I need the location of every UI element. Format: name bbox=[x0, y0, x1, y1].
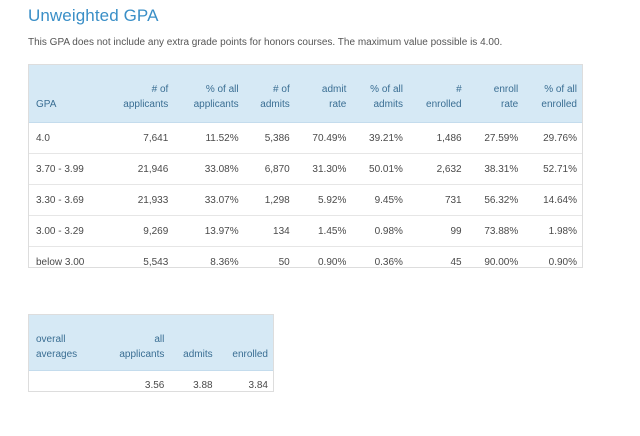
table-cell: 1.45% bbox=[295, 215, 353, 247]
table-cell: 2,632 bbox=[408, 153, 468, 185]
table-cell: 70.49% bbox=[295, 122, 353, 154]
table-cell: 5,386 bbox=[244, 122, 296, 154]
table-cell: 21,946 bbox=[104, 153, 175, 185]
table-cell: 45 bbox=[450, 256, 462, 268]
table-cell: 52.71% bbox=[524, 153, 583, 185]
table-cell: 5,543 bbox=[143, 256, 169, 268]
table-cell: 33.08% bbox=[174, 153, 245, 185]
table-cell: 134 bbox=[244, 215, 296, 247]
header-pct-admits: % of all admits bbox=[352, 64, 409, 123]
table-cell: 1,486 bbox=[408, 122, 468, 154]
table-cell: 39.21% bbox=[352, 122, 409, 154]
table-row: 3.00 - 3.29 9,269 13.97% 134 1.45% 0.98%… bbox=[28, 215, 583, 247]
table-cell: 1.98% bbox=[524, 215, 583, 247]
table-cell: 0.36% bbox=[374, 256, 403, 268]
table-cell: 731 bbox=[408, 184, 468, 216]
table-cell: 13.97% bbox=[174, 215, 245, 247]
table-cell: 1,298 bbox=[244, 184, 296, 216]
table-cell: 50.01% bbox=[352, 153, 409, 185]
header-enrolled: # enrolled bbox=[408, 64, 468, 123]
header-pct-applicants: % of all applicants bbox=[174, 64, 245, 123]
header-admit-rate: admit rate bbox=[295, 64, 353, 123]
header-enrolled: enrolled bbox=[218, 314, 274, 371]
table-cell: 0.90% bbox=[317, 256, 347, 268]
table-cell: 29.76% bbox=[524, 122, 583, 154]
table-cell: 3.88 bbox=[193, 379, 213, 391]
table-cell: 7,641 bbox=[104, 122, 175, 154]
table-cell: 11.52% bbox=[174, 122, 245, 154]
table-cell: 33.07% bbox=[174, 184, 245, 216]
table-cell: 38.31% bbox=[467, 153, 525, 185]
header-admits: admits bbox=[170, 314, 219, 371]
table-cell: 56.32% bbox=[467, 184, 525, 216]
table-cell: 0.98% bbox=[352, 215, 409, 247]
page-title: Unweighted GPA bbox=[28, 6, 159, 25]
table-cell: 0.90% bbox=[548, 256, 577, 268]
table-cell: 5.92% bbox=[295, 184, 353, 216]
gpa-distribution-table: GPA # of applicants % of all applicants # … bbox=[28, 64, 583, 277]
header-enroll-rate: enroll rate bbox=[467, 64, 525, 123]
header-overall-averages: overall averages bbox=[28, 314, 104, 371]
table-cell: 31.30% bbox=[295, 153, 353, 185]
header-pct-enrolled: % of all enrolled bbox=[524, 64, 583, 123]
table-row: 3.56 3.88 3.84 bbox=[28, 371, 274, 400]
table-cell bbox=[28, 371, 104, 400]
table-cell: 9.45% bbox=[352, 184, 409, 216]
table-row: 4.0 7,641 11.52% 5,386 70.49% 39.21% 1,4… bbox=[28, 122, 583, 154]
page-subtitle: This GPA does not include any extra grad… bbox=[28, 37, 503, 48]
table-row: 3.70 - 3.99 21,946 33.08% 6,870 31.30% 5… bbox=[28, 153, 583, 185]
table-header-row: overall averages all applicants admits enr… bbox=[28, 314, 274, 371]
table-cell: 90.00% bbox=[484, 256, 519, 268]
table-cell: below 3.00 bbox=[36, 256, 85, 268]
table-cell: 3.84 bbox=[248, 379, 268, 391]
table-cell: 3.30 - 3.69 bbox=[28, 184, 104, 216]
table-cell: 8.36% bbox=[210, 256, 239, 268]
table-cell: 21,933 bbox=[104, 184, 175, 216]
table-cell: 50 bbox=[278, 256, 290, 268]
table-cell: 6,870 bbox=[244, 153, 296, 185]
header-gpa: GPA bbox=[28, 64, 104, 123]
table-cell: 73.88% bbox=[467, 215, 525, 247]
header-applicants: # of applicants bbox=[104, 64, 175, 123]
table-cell: 99 bbox=[408, 215, 468, 247]
table-row: 3.30 - 3.69 21,933 33.07% 1,298 5.92% 9.… bbox=[28, 184, 583, 216]
table-cell: 3.70 - 3.99 bbox=[28, 153, 104, 185]
overall-averages-table: overall averages all applicants admits enr… bbox=[28, 314, 274, 399]
table-header-row: GPA # of applicants % of all applicants # … bbox=[28, 64, 583, 123]
table-cell: 3.00 - 3.29 bbox=[28, 215, 104, 247]
table-cell: 14.64% bbox=[524, 184, 583, 216]
header-all-applicants: all applicants bbox=[104, 314, 171, 371]
header-admits: # of admits bbox=[244, 64, 296, 123]
table-cell: 3.56 bbox=[144, 379, 165, 391]
table-cell: 4.0 bbox=[28, 122, 104, 154]
table-cell: 27.59% bbox=[467, 122, 525, 154]
table-cell: 9,269 bbox=[104, 215, 175, 247]
table-row: below 3.00 5,543 8.36% 50 0.90% 0.36% 45… bbox=[28, 247, 583, 278]
